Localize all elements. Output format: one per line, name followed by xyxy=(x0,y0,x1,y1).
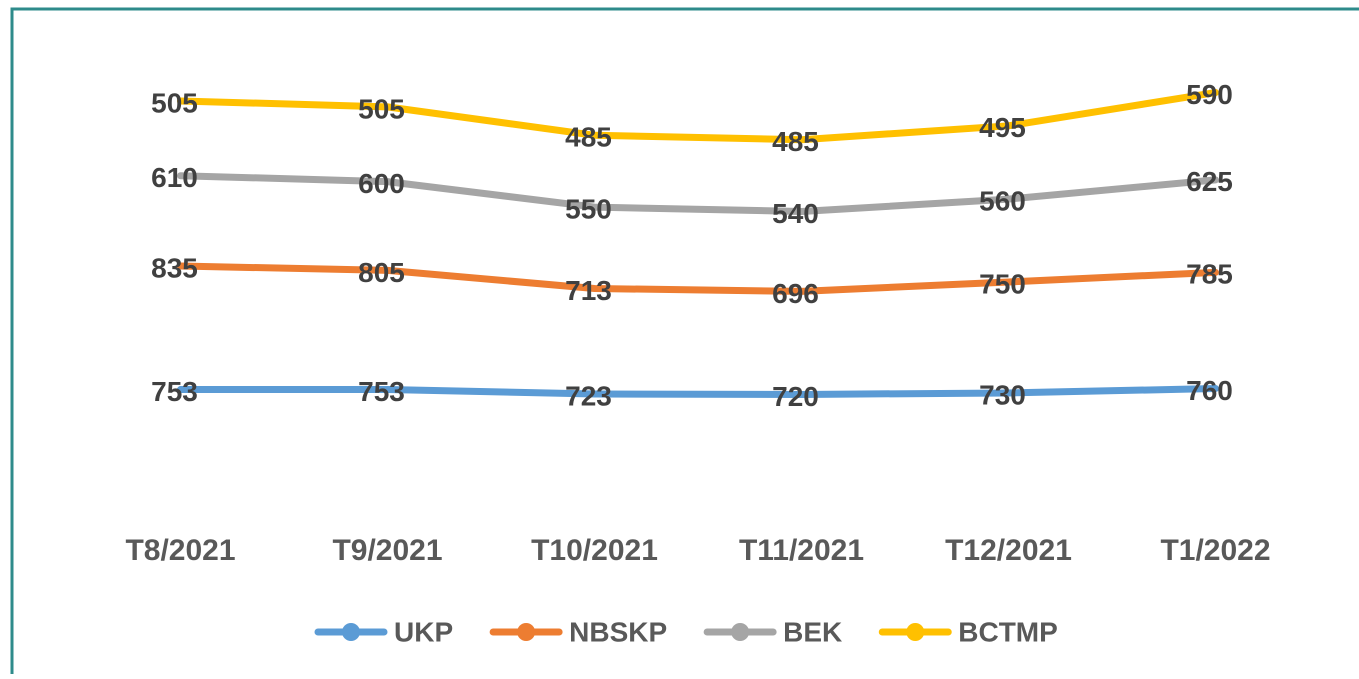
data-label: 723 xyxy=(565,380,612,411)
data-label: 760 xyxy=(1186,375,1233,406)
data-label: 485 xyxy=(772,126,819,157)
x-tick-label: T1/2022 xyxy=(1160,534,1270,567)
x-tick-label: T12/2021 xyxy=(945,534,1072,567)
legend-marker xyxy=(731,623,750,641)
data-label: 805 xyxy=(358,257,405,288)
data-label: 720 xyxy=(772,381,819,412)
legend-label: NBSKP xyxy=(569,616,667,647)
legend-label: BEK xyxy=(783,616,842,647)
data-label: 550 xyxy=(565,193,612,224)
data-label: 835 xyxy=(151,252,198,283)
x-tick-label: T9/2021 xyxy=(332,534,442,567)
data-label: 750 xyxy=(979,268,1026,299)
data-label: 505 xyxy=(358,93,405,124)
legend-label: UKP xyxy=(394,616,453,647)
legend-marker xyxy=(906,623,925,641)
data-label: 625 xyxy=(1186,166,1233,197)
data-label: 495 xyxy=(979,112,1026,143)
legend-marker xyxy=(342,623,360,641)
data-label: 610 xyxy=(151,162,198,193)
data-label: 713 xyxy=(565,275,612,306)
data-label: 600 xyxy=(358,168,405,199)
data-label: 485 xyxy=(565,122,612,153)
data-label: 785 xyxy=(1186,259,1233,290)
data-label: 696 xyxy=(772,278,819,309)
data-label: 753 xyxy=(358,376,405,407)
data-label: 590 xyxy=(1186,79,1233,110)
data-label: 560 xyxy=(979,185,1026,216)
series-line xyxy=(177,89,1219,144)
x-tick-label: T11/2021 xyxy=(739,534,864,567)
x-tick-label: T8/2021 xyxy=(125,534,235,567)
series-line xyxy=(177,172,1219,216)
data-label: 540 xyxy=(772,198,819,229)
x-tick-label: T10/2021 xyxy=(531,534,658,567)
series-line xyxy=(177,262,1219,295)
data-label: 753 xyxy=(151,376,198,407)
data-label: 505 xyxy=(151,87,198,118)
legend-marker xyxy=(517,623,536,641)
frame xyxy=(10,7,1359,674)
data-label: 730 xyxy=(979,379,1026,410)
legend-label: BCTMP xyxy=(958,616,1058,647)
series-line xyxy=(177,385,1219,398)
